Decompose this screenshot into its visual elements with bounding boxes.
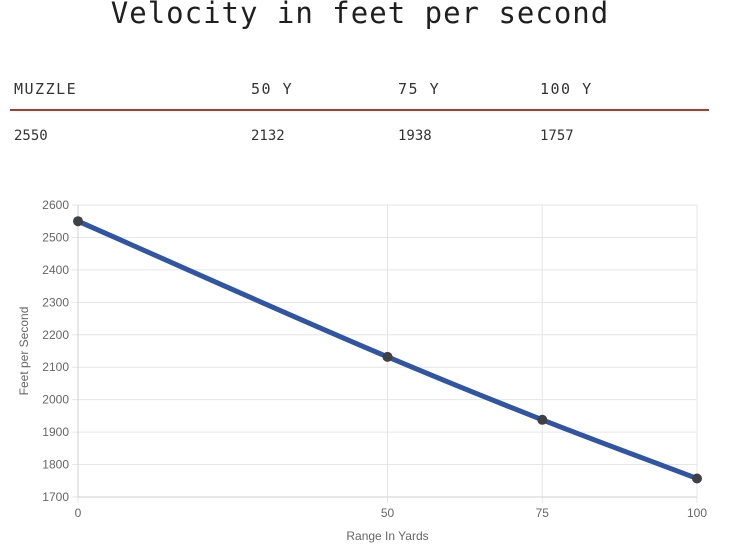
y-tick-label: 2000	[42, 393, 69, 407]
y-tick-label: 2400	[42, 263, 69, 277]
y-tick-label: 1900	[42, 425, 69, 439]
page-title: Velocity in feet per second	[110, 0, 610, 30]
chart-grid	[72, 204, 698, 503]
x-tick-label: 0	[75, 506, 82, 520]
data-point	[382, 351, 393, 362]
y-tick-label: 1800	[42, 458, 69, 472]
table-value-75y: 1938	[398, 128, 432, 144]
table-divider	[10, 109, 709, 111]
table-value-muzzle: 2550	[14, 128, 48, 144]
table-value-100y: 1757	[540, 128, 574, 144]
data-point	[537, 414, 548, 425]
y-axis-label: Feet per Second	[17, 307, 31, 396]
y-tick-label: 2500	[42, 230, 69, 244]
x-tick-label: 50	[381, 506, 395, 520]
table-header-75y: 75 Y	[398, 80, 441, 98]
series-line	[75, 218, 700, 482]
y-tick-label: 2600	[42, 198, 69, 212]
table-value-50y: 2132	[251, 128, 285, 144]
x-tick-label: 100	[687, 506, 707, 520]
y-tick-label: 1700	[42, 490, 69, 504]
x-axis-label: Range In Yards	[346, 529, 428, 543]
y-tick-label: 2200	[42, 328, 69, 342]
y-tick-label: 2100	[42, 360, 69, 374]
chart-series	[73, 216, 702, 484]
table-header-100y: 100 Y	[540, 80, 593, 98]
chart-ticks: 1700 1800 1900 2000 2100 2200 2300 2400 2500 2600…	[42, 198, 707, 520]
x-tick-label: 75	[536, 506, 550, 520]
data-point	[692, 473, 702, 484]
y-tick-label: 2300	[42, 295, 69, 309]
table-header-muzzle: MUZZLE	[14, 80, 78, 98]
data-point	[73, 216, 83, 227]
table-header-50y: 50 Y	[251, 80, 294, 98]
